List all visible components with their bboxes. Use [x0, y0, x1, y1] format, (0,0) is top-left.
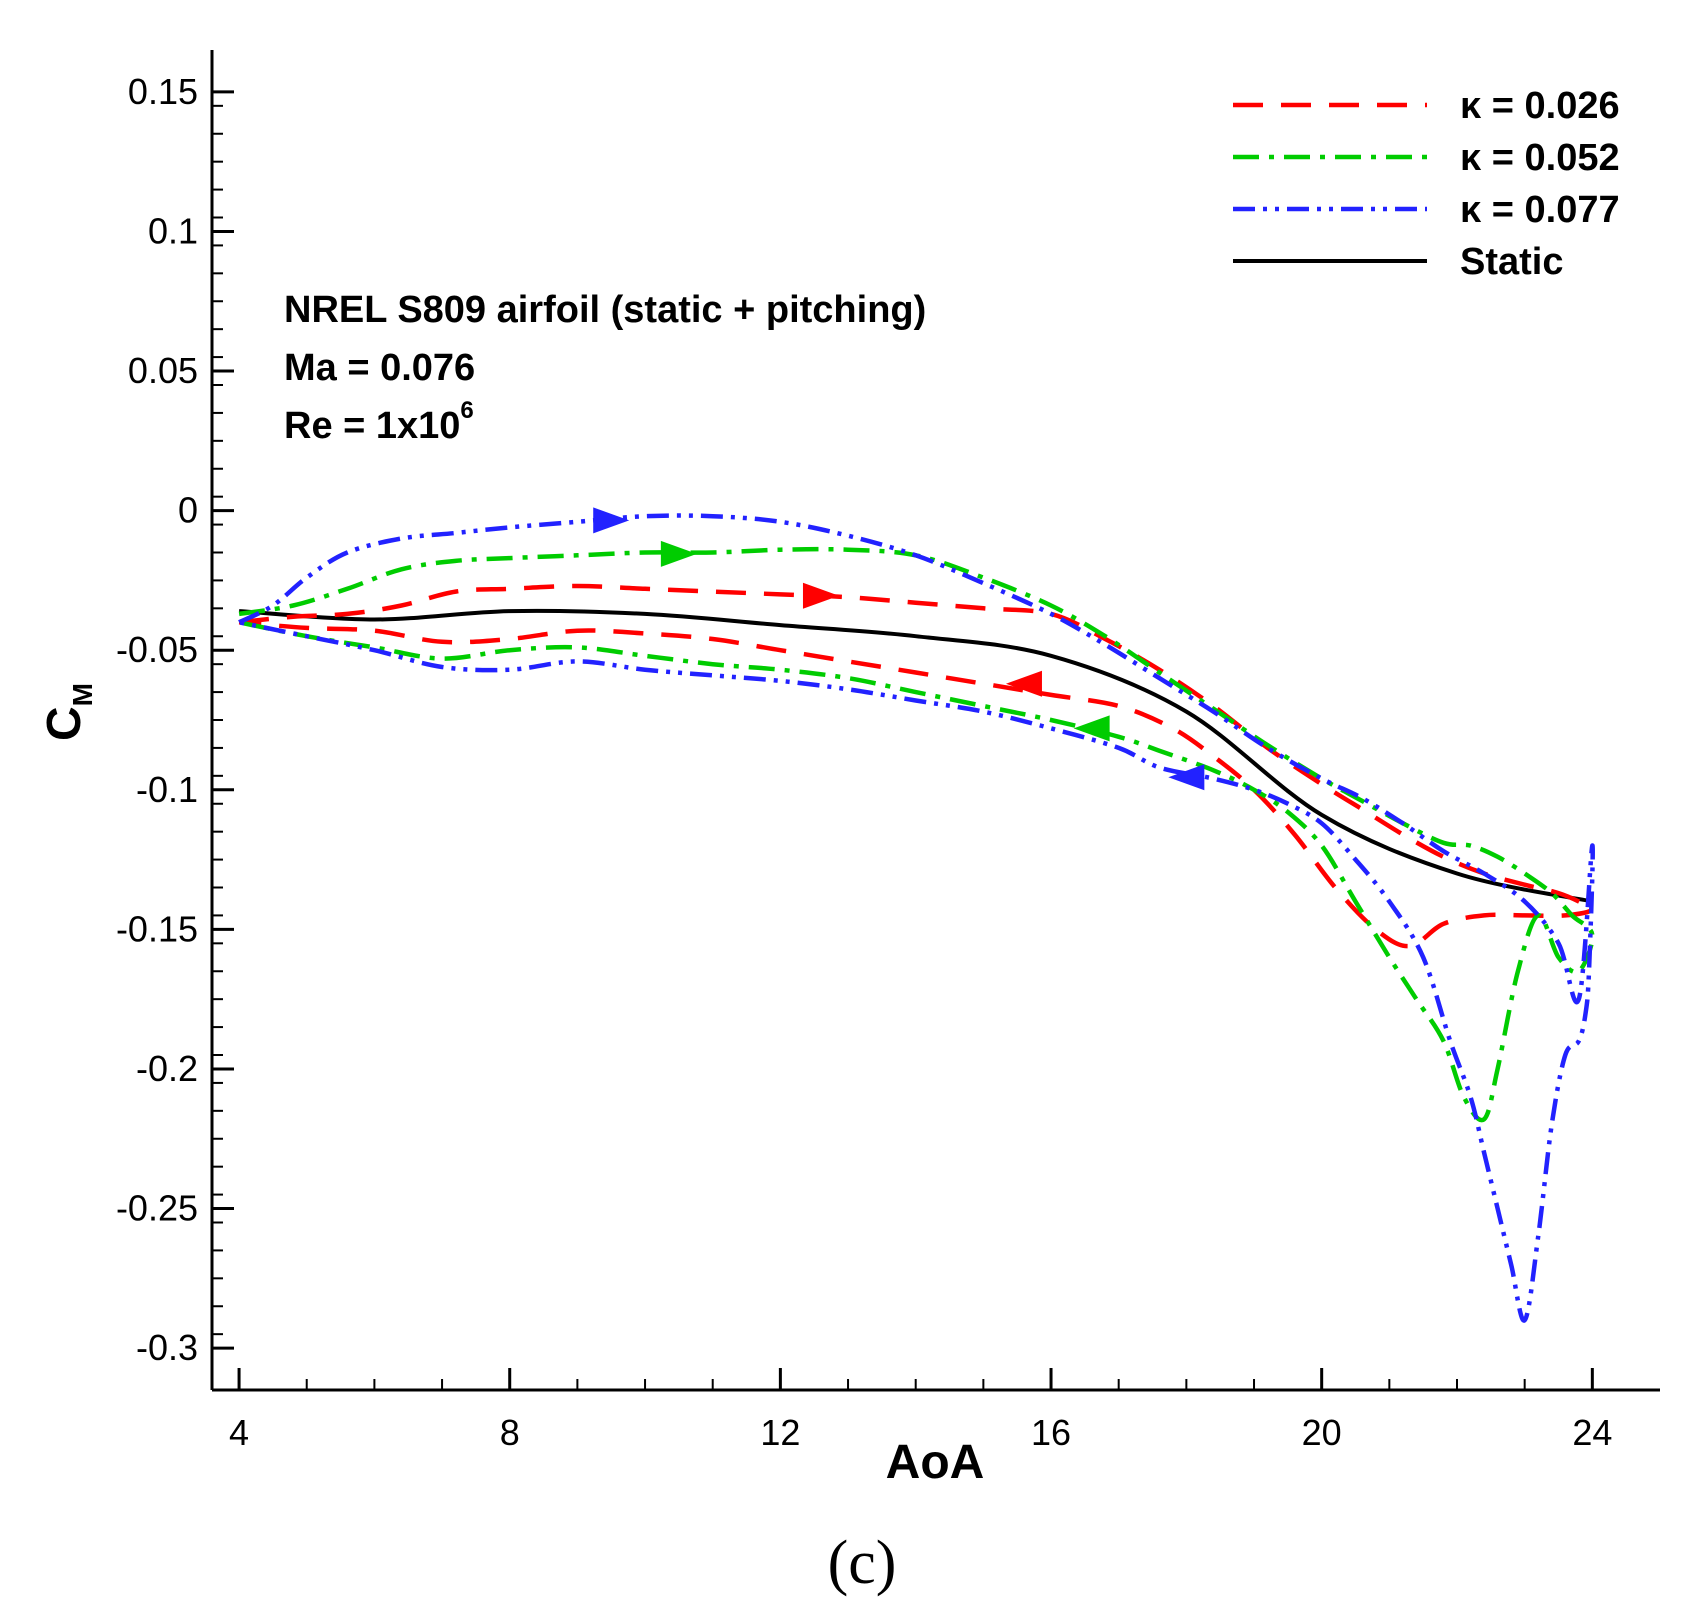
legend-label-kappa-0052: κ = 0.052: [1460, 137, 1620, 179]
direction-arrow-kappa-0026: [1005, 670, 1042, 697]
direction-arrow-kappa-0052: [1073, 715, 1110, 742]
x-tick-label: 8: [500, 1412, 520, 1453]
series-line-kappa-0026: [238, 583, 1595, 949]
ticks: [212, 90, 1594, 1390]
y-tick-label: -0.1: [136, 769, 198, 810]
x-tick-label: 4: [229, 1412, 249, 1453]
x-tick-label: 24: [1572, 1412, 1612, 1453]
y-tick-label: 0: [178, 490, 198, 531]
y-tick-label: -0.3: [136, 1327, 198, 1368]
y-tick-label: -0.25: [116, 1188, 198, 1229]
y-tick-label: -0.2: [136, 1048, 198, 1089]
y-tick-label: 0.15: [128, 71, 198, 112]
legend-label-kappa-0026: κ = 0.026: [1460, 85, 1620, 127]
x-axis-title: AoA: [886, 1436, 985, 1489]
annotation-superscript: 6: [460, 397, 473, 424]
tick-labels: 4 8 12 16 20 24 0.15 0.1 0.05 0 -0.05 -0.1 -0.15 -0.2…: [116, 71, 1612, 1453]
legend-label-kappa-0077: κ = 0.077: [1460, 189, 1620, 231]
direction-arrow-kappa-0052: [660, 540, 697, 567]
x-tick-label: 16: [1031, 1412, 1071, 1453]
y-tick-label: -0.05: [116, 629, 198, 670]
series-line-static: [238, 608, 1593, 904]
y-axis-title: CM: [38, 683, 98, 741]
annotation-block: NREL S809 airfoil (static + pitching) Ma…: [284, 289, 926, 447]
series-line-kappa-0077: [238, 513, 1595, 1323]
annotation-line-1: NREL S809 airfoil (static + pitching): [284, 289, 926, 331]
panel-label: (c): [828, 1529, 897, 1597]
y-tick-label: 0.05: [128, 350, 198, 391]
annotation-line-2: Ma = 0.076: [284, 347, 475, 389]
y-tick-label: -0.15: [116, 908, 198, 949]
direction-arrow-kappa-0077: [1168, 764, 1205, 791]
axes: [210, 50, 1660, 1392]
direction-arrow-kappa-0077: [593, 507, 630, 534]
series-layer: [238, 507, 1595, 1323]
x-tick-label: 20: [1302, 1412, 1342, 1453]
y-axis-title-subscript: M: [67, 683, 98, 706]
y-tick-label: 0.1: [148, 210, 198, 251]
annotation-line-3: Re = 1x106: [284, 397, 474, 447]
legend: κ = 0.026 κ = 0.052 κ = 0.077 Static: [1233, 85, 1620, 283]
x-tick-label: 12: [760, 1412, 800, 1453]
direction-arrow-kappa-0026: [802, 582, 839, 609]
legend-label-static: Static: [1460, 241, 1563, 283]
series-line-kappa-0052: [238, 546, 1595, 1123]
